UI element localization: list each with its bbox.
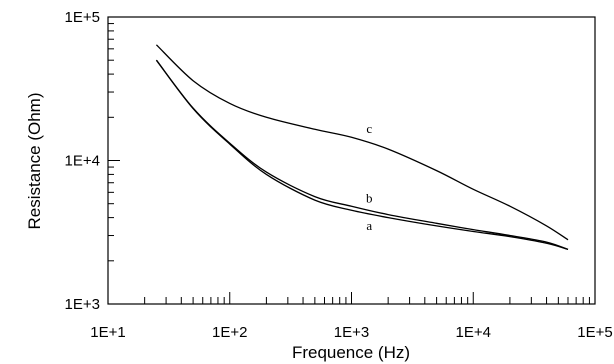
y-tick-label: 1E+5 bbox=[65, 9, 100, 26]
y-axis-title: Resistance (Ohm) bbox=[25, 93, 44, 230]
x-tick-label: 1E+1 bbox=[90, 324, 125, 341]
series-curves bbox=[155, 44, 569, 251]
series-line-c bbox=[155, 44, 569, 241]
y-tick-labels: 1E+3 1E+4 1E+5 bbox=[65, 9, 100, 313]
x-tick-label: 1E+5 bbox=[577, 324, 612, 341]
axis-ticks bbox=[107, 23, 590, 305]
x-tick-label: 1E+2 bbox=[212, 324, 247, 341]
y-tick-label: 1E+4 bbox=[65, 153, 100, 170]
x-tick-label: 1E+4 bbox=[456, 324, 491, 341]
y-tick-label: 1E+3 bbox=[65, 296, 100, 313]
series-label-a: a bbox=[366, 218, 372, 233]
series-label-c: c bbox=[366, 121, 372, 136]
series-line-b bbox=[155, 59, 569, 251]
x-tick-label: 1E+3 bbox=[334, 324, 369, 341]
series-line-a bbox=[155, 59, 569, 251]
x-tick-labels: 1E+1 1E+2 1E+3 1E+4 1E+5 bbox=[90, 324, 612, 341]
x-axis-title: Frequence (Hz) bbox=[292, 343, 410, 362]
series-labels: ab c bbox=[366, 121, 373, 233]
plot-frame bbox=[107, 16, 596, 305]
series-label-b: b bbox=[366, 190, 373, 205]
